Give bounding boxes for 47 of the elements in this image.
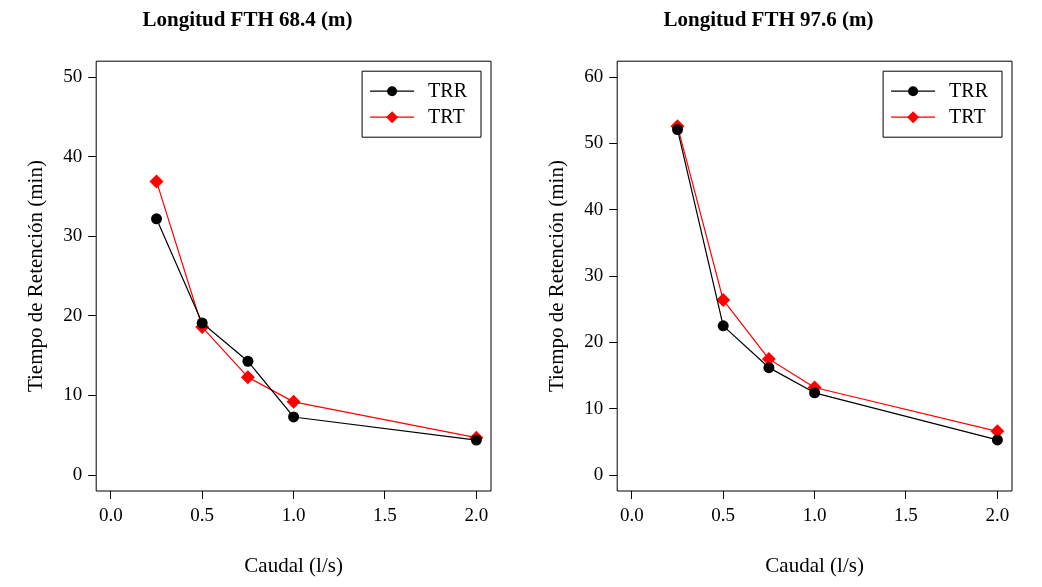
y-tick-label: 60 bbox=[584, 65, 604, 87]
legend-label: TRT bbox=[949, 105, 986, 128]
y-tick-label: 20 bbox=[63, 303, 83, 325]
legend-label: TRT bbox=[428, 105, 465, 128]
point bbox=[470, 434, 482, 446]
x-tick-label: 1.0 bbox=[281, 504, 306, 526]
y-tick-label: 50 bbox=[584, 131, 604, 153]
y-tick-label: 10 bbox=[63, 383, 83, 405]
legend-label: TRR bbox=[949, 79, 989, 102]
y-tick-label: 30 bbox=[63, 224, 83, 246]
chart-title: Longitud FTH 97.6 (m) bbox=[663, 7, 874, 32]
point bbox=[286, 394, 301, 409]
x-tick-label: 2.0 bbox=[985, 504, 1010, 526]
x-tick-label: 0.0 bbox=[98, 504, 123, 526]
point bbox=[196, 317, 208, 329]
x-axis-title: Caudal (l/s) bbox=[244, 552, 343, 577]
y-tick-label: 0 bbox=[593, 463, 604, 485]
point bbox=[809, 387, 821, 399]
x-tick-label: 1.0 bbox=[802, 504, 827, 526]
point bbox=[763, 362, 775, 374]
y-axis-title: Tiempo de Retención (min) bbox=[23, 160, 48, 393]
y-tick-label: 10 bbox=[584, 396, 604, 418]
point bbox=[149, 174, 164, 189]
y-tick-label: 40 bbox=[584, 197, 604, 219]
x-tick-label: 0.5 bbox=[711, 504, 736, 526]
y-axis-title: Tiempo de Retención (min) bbox=[544, 160, 569, 393]
x-tick-label: 0.5 bbox=[190, 504, 215, 526]
y-tick-label: 0 bbox=[72, 463, 83, 485]
x-tick-label: 0.0 bbox=[619, 504, 644, 526]
point bbox=[242, 355, 254, 367]
y-tick-label: 40 bbox=[63, 144, 83, 166]
y-tick-label: 30 bbox=[584, 264, 604, 286]
point bbox=[288, 411, 300, 423]
point bbox=[991, 434, 1003, 446]
x-tick-label: 1.5 bbox=[373, 504, 397, 526]
point bbox=[672, 124, 684, 136]
point bbox=[240, 370, 255, 385]
y-tick-label: 50 bbox=[63, 65, 83, 87]
point bbox=[151, 213, 163, 225]
point bbox=[716, 292, 731, 307]
x-axis-title: Caudal (l/s) bbox=[765, 552, 864, 577]
chart-title: Longitud FTH 68.4 (m) bbox=[142, 7, 353, 32]
legend-label: TRR bbox=[428, 79, 468, 102]
x-tick-label: 2.0 bbox=[464, 504, 489, 526]
x-tick-label: 1.5 bbox=[894, 504, 918, 526]
point bbox=[717, 320, 729, 332]
y-tick-label: 20 bbox=[584, 330, 604, 352]
